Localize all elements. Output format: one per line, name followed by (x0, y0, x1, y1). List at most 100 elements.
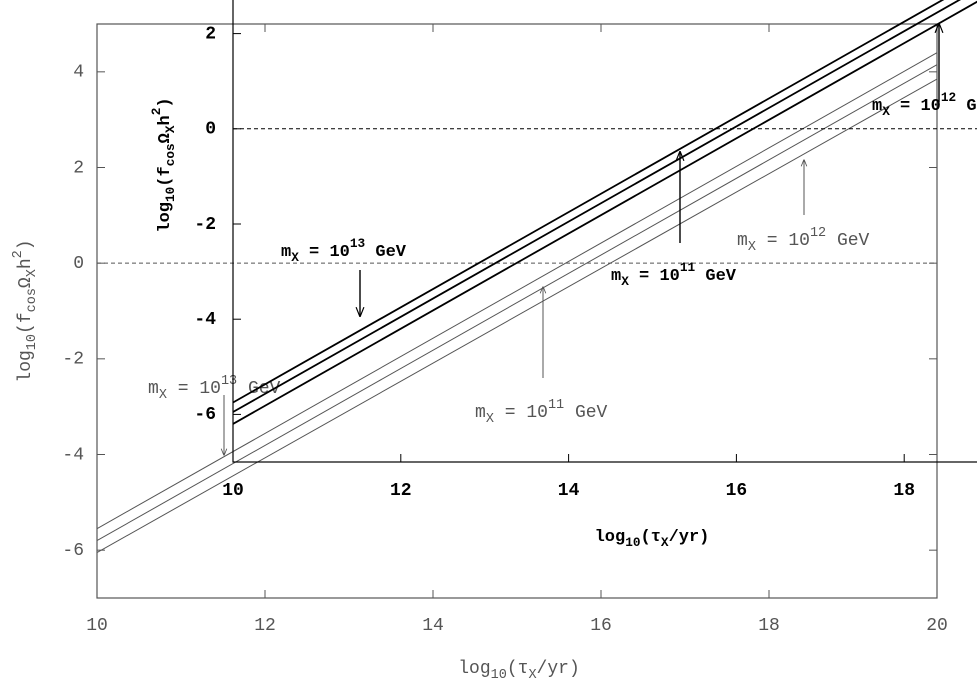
x-tick-label: 14 (558, 481, 580, 501)
y-tick-label: -6 (194, 405, 216, 425)
y-tick-label: 0 (73, 254, 84, 274)
y-axis-title-part: cos (25, 288, 40, 312)
y-tick-label: 0 (205, 120, 216, 140)
annotation-part: GeV (956, 97, 977, 116)
y-axis-title-part: Ω (16, 277, 36, 288)
y-tick-label: -2 (194, 215, 216, 235)
y-axis-title-part: 10 (25, 334, 40, 350)
y-axis-title-part: log (156, 202, 175, 233)
y-axis-title-part: h (156, 115, 175, 125)
annotation-part: X (486, 412, 494, 427)
x-axis-title: log10(τX/yr) (458, 659, 580, 683)
series-line (96, 64, 938, 542)
annotation-part: = 10 (756, 231, 810, 251)
y-tick-label: 2 (73, 158, 84, 178)
annotation-part: X (882, 104, 890, 119)
annotation-part: = 10 (494, 403, 548, 423)
annotation-part: 12 (810, 226, 826, 241)
y-axis-title-part: ) (156, 97, 175, 107)
x-axis-title: log10(τX/yr) (595, 528, 710, 550)
y-tick-label: -4 (194, 310, 216, 330)
y-axis-title-part: 2 (11, 250, 26, 258)
x-axis-title-part: 10 (625, 535, 640, 550)
series-line (96, 78, 938, 553)
x-axis-title-part: 10 (491, 668, 507, 683)
annotation-part: X (748, 240, 756, 255)
x-tick-label: 12 (390, 481, 412, 501)
series-line (232, 0, 962, 413)
annotation-part: m (148, 379, 159, 399)
series-line (232, 0, 945, 404)
annotation-part: 11 (680, 260, 696, 275)
annotation-part: m (475, 403, 486, 423)
y-tick-label: 4 (73, 63, 84, 83)
annotation-part: = 10 (890, 97, 941, 116)
x-axis-title-part: log (595, 528, 626, 547)
x-axis-title-part: /yr) (537, 659, 580, 679)
y-axis-title-part: h (16, 258, 36, 269)
annotation-part: GeV (365, 243, 407, 262)
y-axis-title-part: cos (163, 143, 178, 166)
x-axis-title-part: X (661, 535, 669, 550)
annotation-part: X (159, 388, 167, 403)
y-axis-title-part: Ω (156, 133, 175, 143)
y-axis-title-part: ) (16, 239, 36, 250)
annotation-part: 13 (350, 236, 365, 251)
annotation-part: m (872, 97, 882, 116)
y-tick-label: -4 (62, 445, 84, 465)
y-tick-label: -6 (62, 541, 84, 561)
x-tick-label: 12 (254, 616, 276, 636)
x-axis-title-part: log (458, 659, 490, 679)
x-tick-label: 16 (590, 616, 612, 636)
x-tick-label: 14 (422, 616, 444, 636)
annotation-part: GeV (826, 231, 869, 251)
annotation-part: GeV (564, 403, 607, 423)
x-tick-label: 16 (726, 481, 748, 501)
y-tick-label: 2 (205, 24, 216, 44)
annotation-part: 11 (548, 398, 564, 413)
annotation-part: = 10 (299, 243, 350, 262)
inner-plot: 10 12 14 16 18-6-4-202log10(τX/yr)log10(fcos… (149, 0, 977, 550)
x-axis-title-part: (τ (507, 659, 529, 679)
y-tick-label: -2 (62, 350, 84, 370)
annotation-part: = 10 (629, 267, 680, 286)
annotation-part: m (281, 243, 291, 262)
x-tick-label: 18 (893, 481, 915, 501)
y-axis-title-part: 2 (149, 108, 164, 116)
y-axis-title-part: X (163, 125, 178, 133)
x-axis-title-part: /yr) (669, 528, 710, 547)
outer-plot: 10 12 14 16 18 20-6-4-2024log10(τX/yr)log10(f… (11, 23, 948, 683)
annotation-part: X (291, 250, 299, 265)
x-axis-title-part: X (528, 668, 536, 683)
annotation: mX = 1011 GeV (475, 398, 608, 427)
annotation-part: m (737, 231, 748, 251)
x-axis-title-part: (τ (641, 528, 661, 547)
x-tick-label: 18 (758, 616, 780, 636)
annotation: mX = 1012 GeV (737, 226, 870, 255)
annotation-part: 13 (221, 374, 237, 389)
y-axis-title-part: (f (156, 166, 175, 186)
annotation: mX = 1013 GeV (281, 236, 407, 265)
y-axis-title: log10(fcosΩXh2) (11, 239, 40, 382)
annotation-part: GeV (695, 267, 737, 286)
y-axis-title: log10(fcosΩXh2) (149, 97, 178, 232)
y-axis-title-part: log (16, 350, 36, 382)
annotation: mX = 1011 GeV (611, 260, 737, 289)
annotation-part: 12 (941, 90, 956, 105)
series-line (232, 0, 977, 425)
y-axis-title-part: (f (16, 312, 36, 334)
x-tick-label: 20 (926, 616, 948, 636)
y-axis-title-part: 10 (163, 187, 178, 202)
x-tick-label: 10 (86, 616, 108, 636)
series-line (96, 52, 938, 530)
annotation: mX = 1012 GeV (872, 90, 977, 119)
x-tick-label: 10 (222, 481, 244, 501)
annotation-part: X (621, 274, 629, 289)
annotation: mX = 1013 GeV (148, 374, 281, 403)
plot-frame (96, 23, 938, 599)
annotation-part: m (611, 267, 621, 286)
annotation-part: = 10 (167, 379, 221, 399)
y-axis-title-part: X (25, 269, 40, 277)
